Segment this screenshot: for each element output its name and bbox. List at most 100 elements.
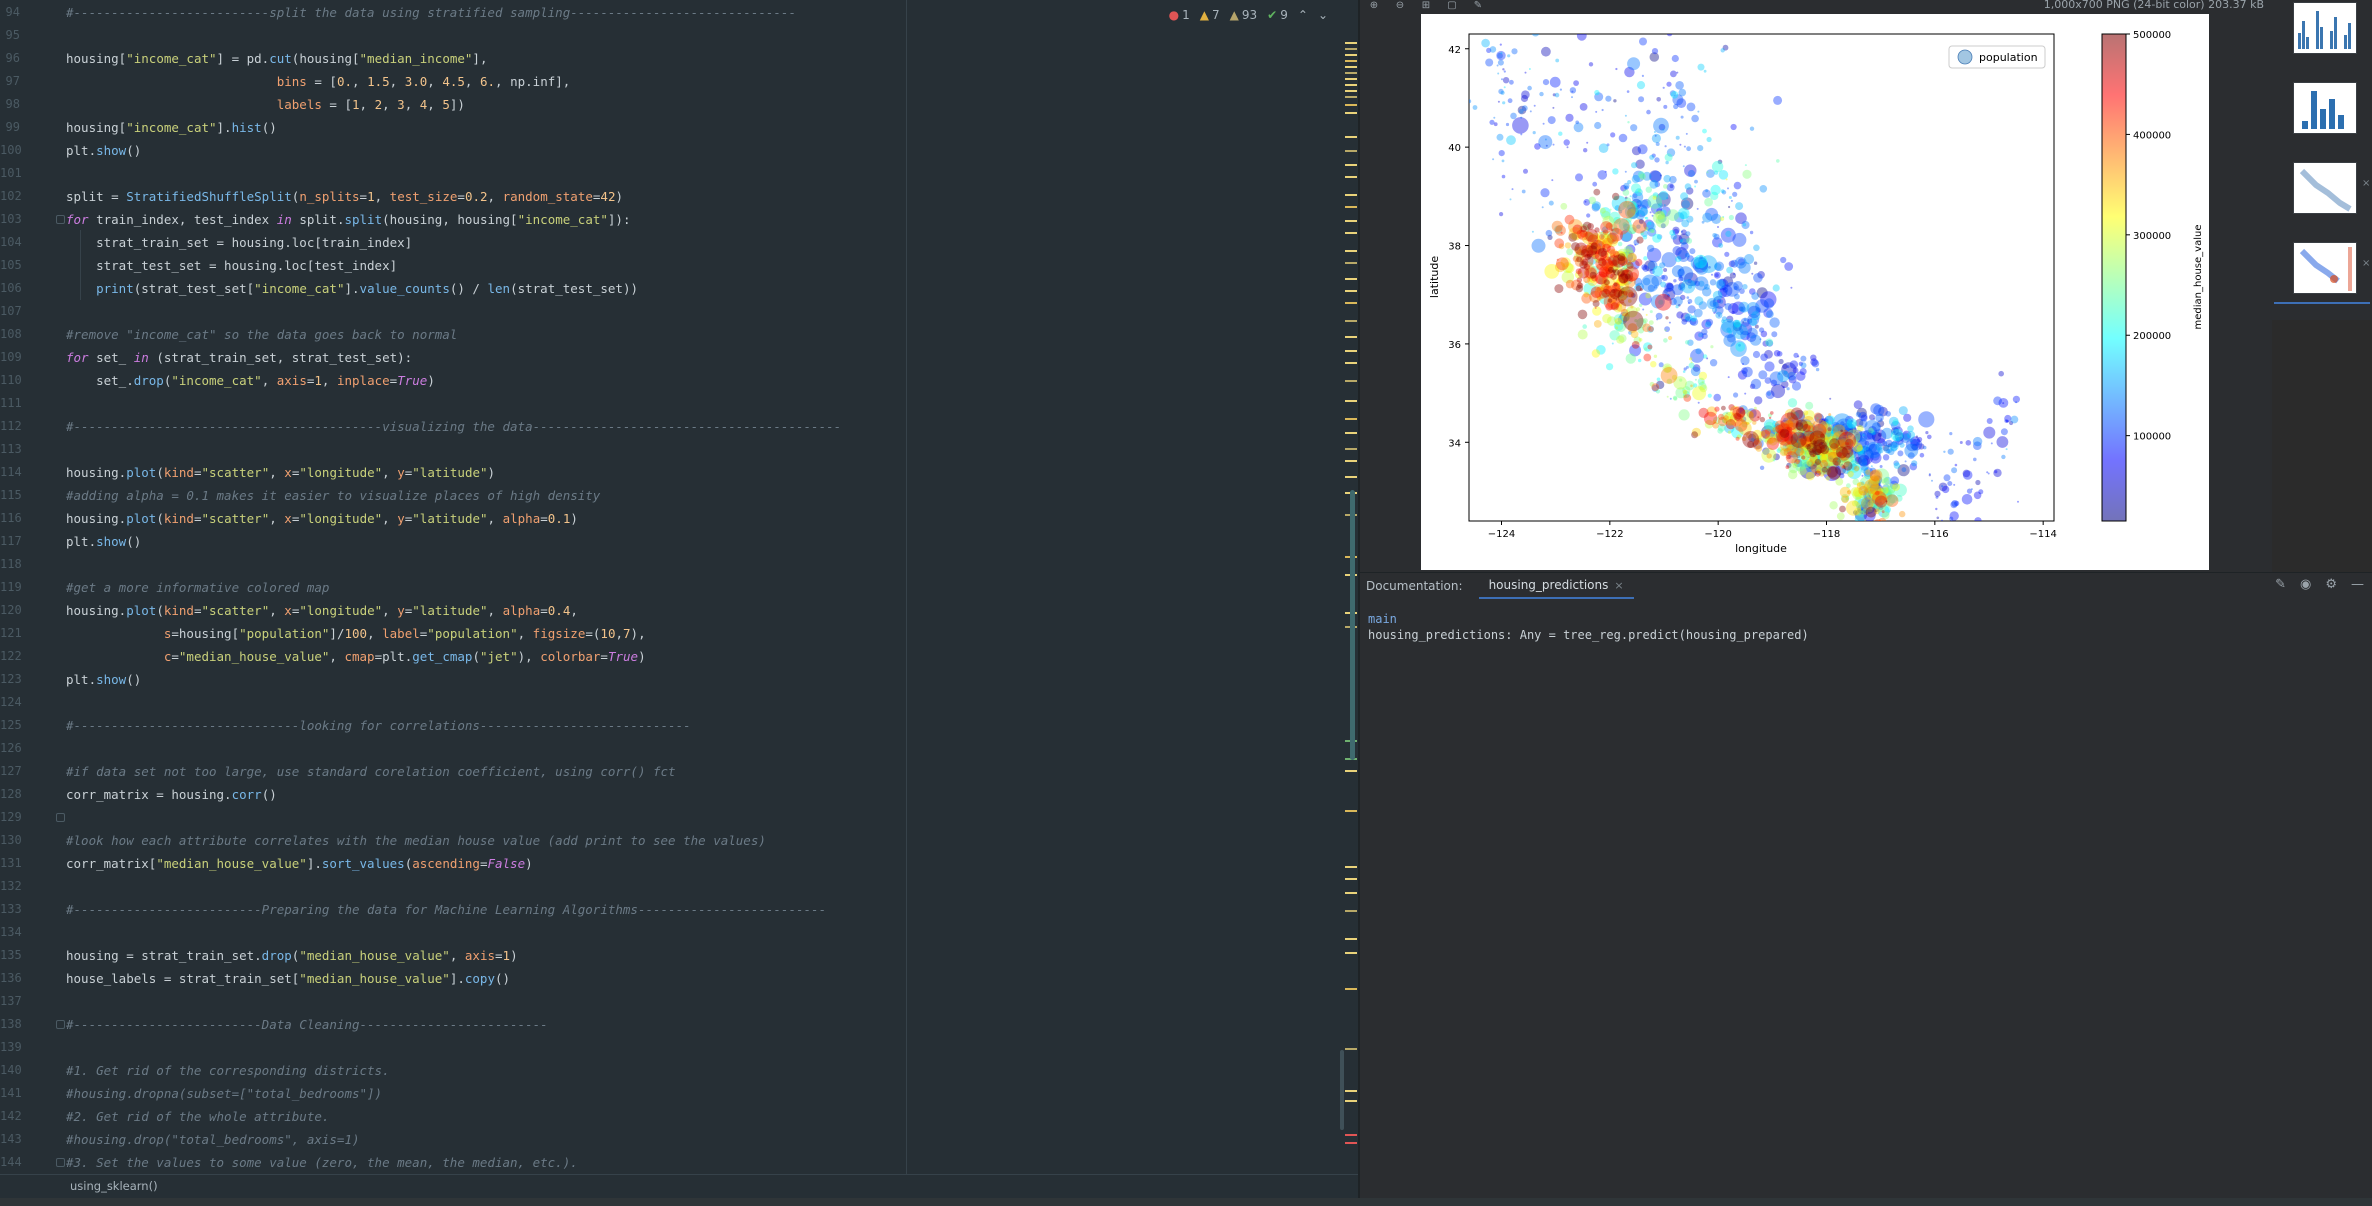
fit-icon[interactable]: ▢: [1447, 0, 1457, 11]
code-line[interactable]: housing["income_cat"] = pd.cut(housing["…: [66, 51, 488, 66]
fold-marker[interactable]: [56, 1020, 65, 1029]
stripe-mark[interactable]: [1345, 910, 1357, 912]
code-line[interactable]: set_.drop("income_cat", axis=1, inplace=…: [66, 373, 435, 388]
stripe-mark[interactable]: [1345, 90, 1357, 92]
code-line[interactable]: corr_matrix["median_house_value"].sort_v…: [66, 856, 533, 871]
stripe-mark[interactable]: [1345, 220, 1357, 222]
code-line[interactable]: for train_index, test_index in split.spl…: [66, 212, 631, 227]
code-line[interactable]: corr_matrix = housing.corr(): [66, 787, 277, 802]
tab-housing-predictions[interactable]: housing_predictions ×: [1478, 573, 1634, 599]
stripe-mark[interactable]: [1345, 432, 1357, 434]
stripe-mark[interactable]: [1345, 48, 1357, 50]
code-line[interactable]: #---------------------------------------…: [66, 419, 842, 434]
actual-size-icon[interactable]: ⊞: [1421, 0, 1431, 11]
code-line[interactable]: #3. Set the values to some value (zero, …: [66, 1155, 578, 1170]
external-docs-icon[interactable]: ◉: [2300, 577, 2312, 592]
stripe-mark[interactable]: [1345, 938, 1357, 940]
stripe-mark[interactable]: [1345, 42, 1357, 44]
panel-splitter[interactable]: [1358, 0, 1360, 1198]
stripe-mark[interactable]: [1345, 362, 1357, 364]
inspection-widget[interactable]: ● 1 ▲ 7 ▲ 93 ✔ 9 ⌃ ⌄: [1169, 6, 1328, 24]
stripe-mark[interactable]: [1345, 400, 1357, 402]
stripe-mark[interactable]: [1345, 350, 1357, 352]
stripe-mark[interactable]: [1345, 290, 1357, 292]
code-line[interactable]: housing.plot(kind="scatter", x="longitud…: [66, 511, 578, 526]
code-line[interactable]: #adding alpha = 0.1 makes it easier to v…: [66, 488, 601, 503]
code-line[interactable]: plt.show(): [66, 672, 142, 687]
next-highlight-icon[interactable]: ⌄: [1317, 8, 1328, 22]
thumbnail-close-icon[interactable]: ×: [2362, 258, 2371, 269]
code-line[interactable]: labels = [1, 2, 3, 4, 5]): [276, 97, 465, 112]
stripe-mark[interactable]: [1345, 112, 1357, 114]
stripe-mark[interactable]: [1345, 336, 1357, 338]
code-line[interactable]: split = StratifiedShuffleSplit(n_splits=…: [66, 189, 624, 204]
code-line[interactable]: bins = [0., 1.5, 3.0, 4.5, 6., np.inf],: [276, 74, 571, 89]
code-line[interactable]: #housing.dropna(subset=["total_bedrooms"…: [66, 1086, 383, 1101]
code-line[interactable]: #get a more informative colored map: [66, 580, 330, 595]
stripe-mark[interactable]: [1345, 78, 1357, 80]
gear-icon[interactable]: ⚙: [2325, 577, 2337, 592]
stripe-mark[interactable]: [1345, 84, 1357, 86]
vertical-scrollbar[interactable]: [1350, 490, 1355, 760]
thumbnail-scatter-colored[interactable]: [2293, 242, 2357, 294]
code-line[interactable]: plt.show(): [66, 143, 142, 158]
code-line[interactable]: s=housing["population"]/100, label="popu…: [163, 626, 646, 641]
stripe-mark[interactable]: [1345, 418, 1357, 420]
code-line[interactable]: #2. Get rid of the whole attribute.: [66, 1109, 330, 1124]
code-line[interactable]: print(strat_test_set["income_cat"].value…: [96, 281, 639, 296]
code-line[interactable]: #if data set not too large, use standard…: [66, 764, 676, 779]
code-line[interactable]: strat_train_set = housing.loc[train_inde…: [66, 235, 413, 250]
code-line[interactable]: housing.plot(kind="scatter", x="longitud…: [66, 465, 496, 480]
stripe-mark[interactable]: [1345, 1100, 1357, 1102]
code-line[interactable]: #1. Get rid of the corresponding distric…: [66, 1063, 390, 1078]
code-line[interactable]: #remove "income_cat" so the data goes ba…: [66, 327, 458, 342]
stripe-mark[interactable]: [1345, 770, 1357, 772]
stripe-mark[interactable]: [1345, 1048, 1357, 1050]
code-line[interactable]: #-------------------------Preparing the …: [66, 902, 827, 917]
code-line[interactable]: #-------------------------Data Cleaning-…: [66, 1017, 548, 1032]
stripe-mark[interactable]: [1345, 164, 1357, 166]
stripe-mark[interactable]: [1345, 232, 1357, 234]
stripe-mark[interactable]: [1345, 1090, 1357, 1092]
stripe-mark[interactable]: [1345, 952, 1357, 954]
minimize-icon[interactable]: —: [2351, 577, 2364, 592]
stripe-mark[interactable]: [1345, 810, 1357, 812]
code-line[interactable]: house_labels = strat_train_set["median_h…: [66, 971, 511, 986]
stripe-mark[interactable]: [1345, 460, 1357, 462]
stripe-mark[interactable]: [1345, 1134, 1357, 1136]
zoom-in-icon[interactable]: ⊕: [1369, 0, 1379, 11]
stripe-mark[interactable]: [1345, 892, 1357, 894]
stripe-mark[interactable]: [1345, 448, 1357, 450]
code-line[interactable]: c="median_house_value", cmap=plt.get_cma…: [163, 649, 646, 664]
stripe-mark[interactable]: [1345, 136, 1357, 138]
stripe-mark[interactable]: [1345, 988, 1357, 990]
color-picker-icon[interactable]: ✎: [1473, 0, 1483, 11]
stripe-mark[interactable]: [1345, 302, 1357, 304]
thumbnail-scatter-blue[interactable]: [2293, 162, 2357, 214]
code-line[interactable]: #housing.drop("total_bedrooms", axis=1): [66, 1132, 360, 1147]
code-line[interactable]: housing = strat_train_set.drop("median_h…: [66, 948, 518, 963]
thumbnail-close-icon[interactable]: ×: [2362, 178, 2371, 189]
fold-marker[interactable]: [56, 215, 65, 224]
code-line[interactable]: #------------------------------looking f…: [66, 718, 691, 733]
thumbnail-bar-chart[interactable]: [2293, 82, 2357, 134]
code-line[interactable]: housing.plot(kind="scatter", x="longitud…: [66, 603, 578, 618]
stripe-mark[interactable]: [1345, 866, 1357, 868]
fold-marker[interactable]: [56, 1158, 65, 1167]
code-line[interactable]: #look how each attribute correlates with…: [66, 833, 766, 848]
close-icon[interactable]: ×: [1614, 578, 1624, 592]
breadcrumb[interactable]: using_sklearn(): [0, 1174, 1358, 1198]
code-line[interactable]: strat_test_set = housing.loc[test_index]: [66, 258, 398, 273]
stripe-mark[interactable]: [1345, 150, 1357, 152]
thumbnail-histograms[interactable]: [2293, 2, 2357, 54]
stripe-mark[interactable]: [1345, 1142, 1357, 1144]
code-area[interactable]: #--------------------------split the dat…: [66, 0, 1330, 1174]
weak-warnings-count[interactable]: ▲ 93: [1229, 8, 1258, 22]
edit-source-icon[interactable]: ✎: [2275, 577, 2286, 592]
fold-marker[interactable]: [56, 813, 65, 822]
stripe-mark[interactable]: [1345, 380, 1357, 382]
stripe-mark[interactable]: [1345, 278, 1357, 280]
stripe-mark[interactable]: [1345, 320, 1357, 322]
stripe-mark[interactable]: [1345, 60, 1357, 62]
stripe-mark[interactable]: [1345, 262, 1357, 264]
